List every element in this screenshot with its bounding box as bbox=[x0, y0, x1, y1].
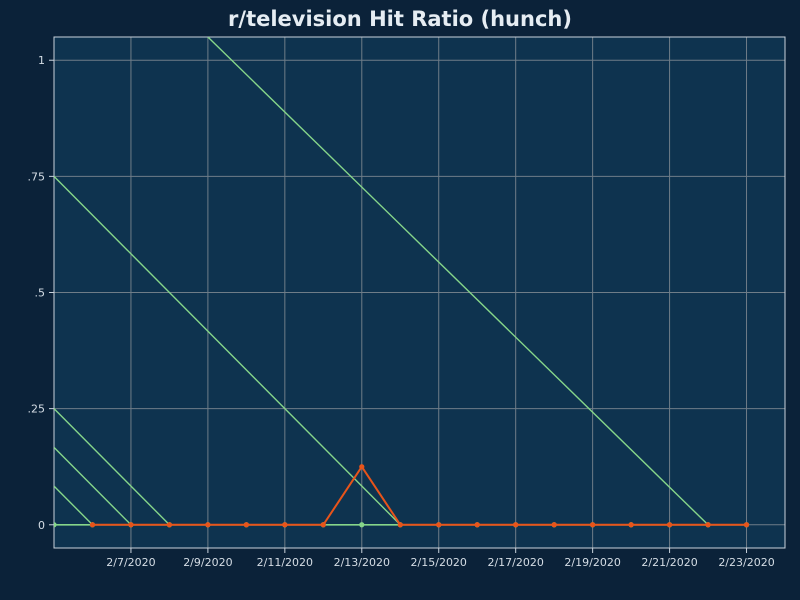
series-2-point bbox=[243, 522, 249, 528]
series-2-point bbox=[513, 522, 519, 528]
background-diagonal-line bbox=[54, 175, 401, 526]
series-2-point bbox=[551, 522, 557, 528]
plot-clipped-group bbox=[54, 37, 750, 528]
y-tick-label: .25 bbox=[28, 403, 46, 416]
series-2-point bbox=[282, 522, 288, 528]
background-diagonal-line bbox=[54, 446, 132, 526]
series-2-point bbox=[128, 522, 134, 528]
y-tick-label: 0 bbox=[38, 519, 45, 532]
plot-area: 2/7/2020 2/9/2020 2/11/2020 2/13/2020 2/15/2… bbox=[28, 36, 786, 569]
series-2-point bbox=[89, 522, 96, 528]
series-2-point bbox=[166, 522, 173, 528]
series-2-point bbox=[359, 464, 365, 470]
background-diagonal-line bbox=[54, 485, 93, 526]
series-2-point bbox=[320, 522, 326, 528]
x-tick-label: 2/19/2020 bbox=[564, 556, 620, 569]
chart-title: r/television Hit Ratio (hunch) bbox=[228, 7, 572, 31]
x-tick-label: 2/17/2020 bbox=[487, 556, 543, 569]
series-1-point bbox=[54, 522, 57, 528]
series-2-point bbox=[743, 522, 750, 528]
background-diagonal-line bbox=[54, 408, 170, 526]
x-tick-label: 2/15/2020 bbox=[411, 556, 467, 569]
series-2-point bbox=[666, 522, 673, 528]
series-2-point bbox=[590, 522, 596, 528]
series-2-point bbox=[628, 522, 634, 528]
y-tick-label: .5 bbox=[35, 287, 46, 300]
y-tick-label: .75 bbox=[28, 170, 46, 183]
series-1-point bbox=[359, 522, 365, 528]
series-2-line bbox=[92, 464, 747, 526]
x-tick-label: 2/23/2020 bbox=[718, 556, 774, 569]
series-2-point bbox=[474, 522, 480, 528]
series-2-point bbox=[436, 522, 442, 528]
series-2-point bbox=[205, 522, 211, 528]
x-tick-label: 2/7/2020 bbox=[106, 556, 155, 569]
x-tick-label: 2/21/2020 bbox=[641, 556, 697, 569]
x-tick-label: 2/11/2020 bbox=[257, 556, 313, 569]
x-tick-label: 2/9/2020 bbox=[183, 556, 232, 569]
series-2-point bbox=[705, 522, 711, 528]
background-diagonal-line bbox=[207, 37, 709, 526]
y-tick-label: 1 bbox=[38, 54, 45, 67]
plot-frame bbox=[53, 36, 786, 549]
x-tick-label: 2/13/2020 bbox=[334, 556, 390, 569]
series-2-point bbox=[397, 522, 403, 528]
